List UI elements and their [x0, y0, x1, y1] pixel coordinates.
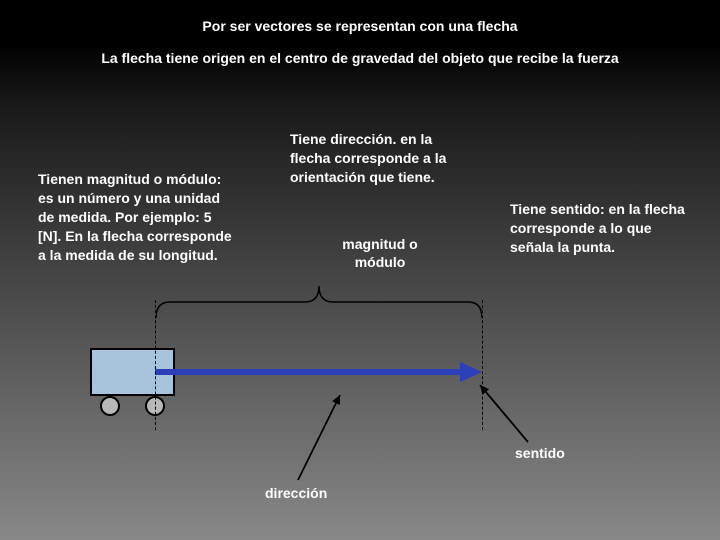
- magnitude-label: magnitud o módulo: [320, 235, 440, 271]
- vector-arrow-body: [155, 369, 462, 375]
- page-subtitle: La flecha tiene origen en el centro de g…: [101, 50, 618, 66]
- magnitude-description: Tienen magnitud o módulo: es un número y…: [38, 170, 238, 264]
- magnitude-brace: [156, 284, 482, 320]
- cart-wheel-1: [100, 396, 120, 416]
- sense-description: Tiene sentido: en la flecha corresponde …: [510, 200, 690, 257]
- direccion-pointer: [286, 383, 352, 492]
- sentido-pointer: [468, 373, 540, 454]
- page-title: Por ser vectores se representan con una …: [202, 18, 517, 34]
- direction-description: Tiene dirección. en la flecha correspond…: [290, 130, 450, 187]
